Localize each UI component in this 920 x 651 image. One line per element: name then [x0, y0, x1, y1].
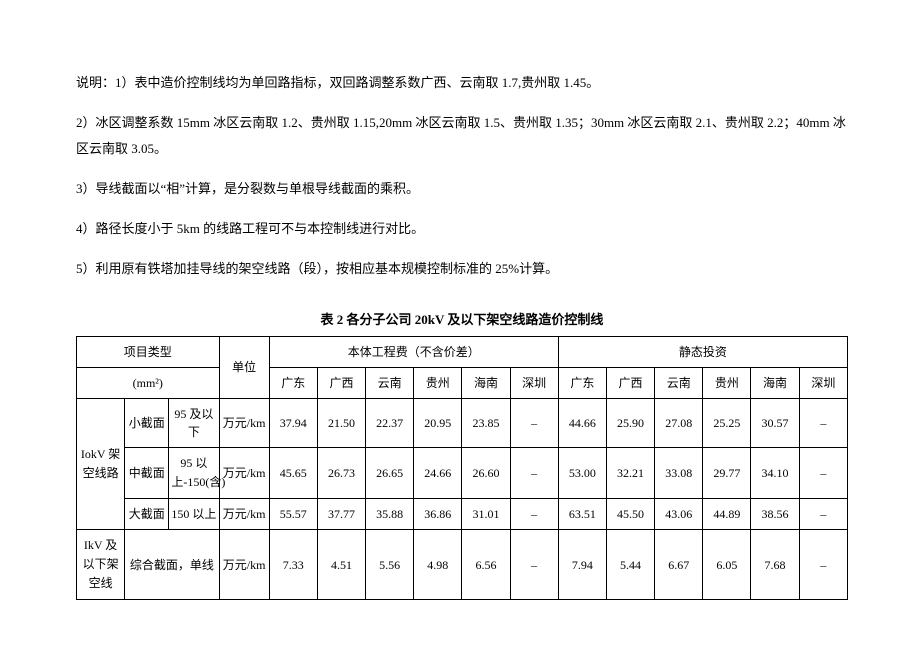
- val-cell: –: [510, 398, 558, 447]
- th-col: 广西: [606, 367, 654, 398]
- sub-cell: 小截面: [125, 398, 169, 447]
- unit-cell: 万元/km: [219, 398, 269, 447]
- table-row: 中截面 95 以上-150(含) 万元/km 45.65 26.73 26.65…: [77, 447, 848, 498]
- table-row: IkV 及以下架空线 综合截面，单线 万元/km 7.33 4.51 5.56 …: [77, 529, 848, 600]
- val-cell: 25.25: [703, 398, 751, 447]
- val-cell: 35.88: [366, 498, 414, 529]
- th-project-unit: (mm²): [77, 367, 220, 398]
- val-cell: –: [799, 529, 847, 600]
- val-cell: –: [510, 498, 558, 529]
- val-cell: 23.85: [462, 398, 510, 447]
- th-col: 贵州: [414, 367, 462, 398]
- merged-sub-cell: 综合截面，单线: [125, 529, 219, 600]
- val-cell: 26.73: [317, 447, 365, 498]
- val-cell: –: [510, 529, 558, 600]
- val-cell: 44.66: [558, 398, 606, 447]
- val-cell: 4.98: [414, 529, 462, 600]
- header-row-1: 项目类型 单位 本体工程费（不含价差） 静态投资: [77, 336, 848, 367]
- val-cell: 32.21: [606, 447, 654, 498]
- th-col: 深圳: [510, 367, 558, 398]
- th-col: 广西: [317, 367, 365, 398]
- val-cell: 20.95: [414, 398, 462, 447]
- val-cell: –: [510, 447, 558, 498]
- val-cell: 6.67: [655, 529, 703, 600]
- val-cell: 37.94: [269, 398, 317, 447]
- val-cell: –: [799, 447, 847, 498]
- cost-table: 项目类型 单位 本体工程费（不含价差） 静态投资 (mm²) 广东 广西 云南 …: [76, 336, 848, 601]
- val-cell: 22.37: [366, 398, 414, 447]
- val-cell: 6.05: [703, 529, 751, 600]
- th-col: 云南: [366, 367, 414, 398]
- val-cell: 37.77: [317, 498, 365, 529]
- note-3: 3）导线截面以“相”计算，是分裂数与单根导线截面的乘积。: [76, 176, 848, 202]
- val-cell: 7.94: [558, 529, 606, 600]
- val-cell: 26.65: [366, 447, 414, 498]
- table-row: IokV 架空线路 小截面 95 及以下 万元/km 37.94 21.50 2…: [77, 398, 848, 447]
- unit-cell: 万元/km: [219, 498, 269, 529]
- val-cell: 63.51: [558, 498, 606, 529]
- cat-cell: IkV 及以下架空线: [77, 529, 125, 600]
- th-group1: 本体工程费（不含价差）: [269, 336, 558, 367]
- val-cell: 24.66: [414, 447, 462, 498]
- val-cell: 29.77: [703, 447, 751, 498]
- table-row: 大截面 150 以上 万元/km 55.57 37.77 35.88 36.86…: [77, 498, 848, 529]
- cat-cell: IokV 架空线路: [77, 398, 125, 529]
- val-cell: 43.06: [655, 498, 703, 529]
- th-col: 广东: [269, 367, 317, 398]
- unit-cell: 万元/km: [219, 447, 269, 498]
- val-cell: 7.33: [269, 529, 317, 600]
- val-cell: 55.57: [269, 498, 317, 529]
- val-cell: 21.50: [317, 398, 365, 447]
- table-title: 表 2 各分子公司 20kV 及以下架空线路造价控制线: [76, 310, 848, 330]
- range-cell: 150 以上: [169, 498, 219, 529]
- th-project-type: 项目类型: [77, 336, 220, 367]
- val-cell: 27.08: [655, 398, 703, 447]
- val-cell: 5.44: [606, 529, 654, 600]
- th-col: 深圳: [799, 367, 847, 398]
- val-cell: 7.68: [751, 529, 799, 600]
- val-cell: 45.50: [606, 498, 654, 529]
- th-col: 海南: [751, 367, 799, 398]
- note-2: 2）冰区调整系数 15mm 冰区云南取 1.2、贵州取 1.15,20mm 冰区…: [76, 110, 848, 162]
- val-cell: 31.01: [462, 498, 510, 529]
- val-cell: 30.57: [751, 398, 799, 447]
- val-cell: 25.90: [606, 398, 654, 447]
- range-cell: 95 以上-150(含): [169, 447, 219, 498]
- val-cell: –: [799, 498, 847, 529]
- th-group2: 静态投资: [558, 336, 847, 367]
- header-row-2: (mm²) 广东 广西 云南 贵州 海南 深圳 广东 广西 云南 贵州 海南 深…: [77, 367, 848, 398]
- note-1: 说明：1）表中造价控制线均为单回路指标，双回路调整系数广西、云南取 1.7,贵州…: [76, 70, 848, 96]
- val-cell: 33.08: [655, 447, 703, 498]
- val-cell: 44.89: [703, 498, 751, 529]
- val-cell: 38.56: [751, 498, 799, 529]
- val-cell: 6.56: [462, 529, 510, 600]
- val-cell: 34.10: [751, 447, 799, 498]
- val-cell: –: [799, 398, 847, 447]
- val-cell: 36.86: [414, 498, 462, 529]
- val-cell: 26.60: [462, 447, 510, 498]
- val-cell: 53.00: [558, 447, 606, 498]
- sub-cell: 大截面: [125, 498, 169, 529]
- sub-cell: 中截面: [125, 447, 169, 498]
- val-cell: 45.65: [269, 447, 317, 498]
- th-col: 云南: [655, 367, 703, 398]
- val-cell: 5.56: [366, 529, 414, 600]
- th-col: 海南: [462, 367, 510, 398]
- val-cell: 4.51: [317, 529, 365, 600]
- th-unit: 单位: [219, 336, 269, 398]
- th-col: 广东: [558, 367, 606, 398]
- th-col: 贵州: [703, 367, 751, 398]
- note-4: 4）路径长度小于 5km 的线路工程可不与本控制线进行对比。: [76, 216, 848, 242]
- notes-block: 说明：1）表中造价控制线均为单回路指标，双回路调整系数广西、云南取 1.7,贵州…: [76, 70, 848, 282]
- note-5: 5）利用原有铁塔加挂导线的架空线路（段），按相应基本规模控制标准的 25%计算。: [76, 256, 848, 282]
- range-cell: 95 及以下: [169, 398, 219, 447]
- unit-cell: 万元/km: [219, 529, 269, 600]
